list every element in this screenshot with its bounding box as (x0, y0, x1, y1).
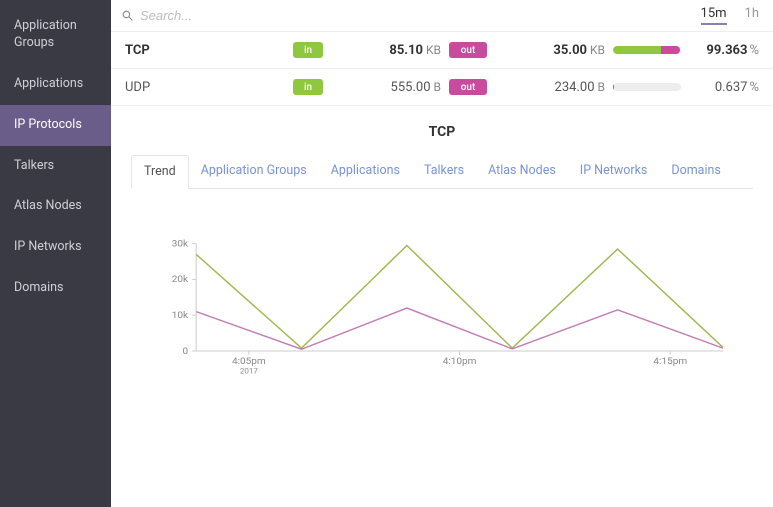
series-line-out (196, 308, 723, 349)
protocol-name: UDP (125, 80, 285, 95)
in-metric: 85.10KB (331, 43, 441, 58)
usage-bar (613, 46, 681, 54)
in-unit: KB (426, 43, 441, 57)
out-metric: 35.00KB (495, 43, 605, 58)
time-option-1h[interactable]: 1h (745, 6, 759, 25)
chart-tab-atlas-nodes[interactable]: Atlas Nodes (476, 155, 568, 189)
topbar: 15m 1h (111, 0, 773, 32)
pct-metric: 99.363% (689, 43, 759, 58)
chart-area: 0 10k 20k 30k 4:05pm 4:10pm 4:15pm 2017 (131, 189, 753, 389)
in-value: 555.00 (391, 80, 431, 95)
sidebar-item-app-groups[interactable]: Application Groups (0, 6, 111, 64)
sidebar-item-domains[interactable]: Domains (0, 268, 111, 309)
main: 15m1h TCPin85.10KBout35.00KB99.363%UDPin… (111, 0, 773, 507)
in-badge: in (293, 42, 323, 58)
out-metric: 234.00B (495, 80, 605, 95)
protocol-name: TCP (125, 43, 285, 58)
chart-tab-domains[interactable]: Domains (659, 155, 733, 189)
series-line-in (196, 245, 723, 348)
chart-tab-ip-networks[interactable]: IP Networks (568, 155, 660, 189)
pct-metric: 0.637% (689, 80, 759, 95)
sidebar-item-ip-networks[interactable]: IP Networks (0, 227, 111, 268)
pct-unit: % (749, 80, 759, 95)
pct-value: 99.363 (706, 43, 747, 58)
chart-tab-talkers[interactable]: Talkers (412, 155, 476, 189)
sidebar-item-label: IP Networks (14, 239, 82, 254)
protocol-row-udp[interactable]: UDPin555.00Bout234.00B0.637% (111, 69, 773, 106)
sidebar-item-label: Application Groups (14, 18, 77, 50)
app-root: Application GroupsApplicationsIP Protoco… (0, 0, 773, 507)
out-value: 234.00 (555, 80, 595, 95)
sidebar-item-label: Atlas Nodes (14, 198, 82, 213)
y-tick-label: 10k (172, 310, 188, 321)
chart-section: TCP TrendApplication GroupsApplicationsT… (111, 106, 773, 389)
y-tick-label: 20k (172, 275, 188, 286)
search-icon (121, 9, 134, 22)
y-tick-label: 0 (183, 346, 189, 357)
in-metric: 555.00B (331, 80, 441, 95)
sidebar-item-atlas-nodes[interactable]: Atlas Nodes (0, 186, 111, 227)
time-range: 15m 1h (701, 6, 759, 25)
protocol-table: TCPin85.10KBout35.00KB99.363%UDPin555.00… (111, 32, 773, 106)
pct-unit: % (749, 43, 759, 58)
x-tick-label: 4:15pm (653, 356, 687, 367)
in-unit: B (434, 80, 441, 94)
out-value: 35.00 (553, 43, 587, 58)
sidebar-item-talkers[interactable]: Talkers (0, 146, 111, 187)
out-unit: B (598, 80, 605, 94)
in-badge: in (293, 79, 323, 95)
chart-tab-trend[interactable]: Trend (131, 155, 189, 189)
sidebar: Application Groups Applications IP Protoco… (0, 0, 111, 507)
chart-tab-applications[interactable]: Applications (319, 155, 412, 189)
sidebar-item-label: Domains (14, 280, 64, 295)
search-wrap (121, 8, 693, 23)
x-tick-label: 4:10pm (443, 356, 477, 367)
sidebar-item-label: Applications (14, 76, 83, 91)
chart-title: TCP (131, 124, 753, 140)
x-sublabel: 2017 (240, 367, 259, 376)
sidebar-item-label: Talkers (14, 158, 54, 173)
x-tick-label: 4:05pm (232, 356, 266, 367)
pct-value: 0.637 (715, 80, 748, 95)
usage-bar (613, 83, 681, 91)
out-badge: out (449, 42, 487, 58)
time-option-15m[interactable]: 15m (701, 6, 727, 25)
chart-tab-app-groups[interactable]: Application Groups (189, 155, 319, 189)
trend-chart: 0 10k 20k 30k 4:05pm 4:10pm 4:15pm 2017 (141, 239, 743, 379)
y-tick-label: 30k (172, 239, 188, 249)
sidebar-item-label: IP Protocols (14, 117, 82, 132)
out-badge: out (449, 79, 487, 95)
sidebar-item-ip-protocols[interactable]: IP Protocols (0, 105, 111, 146)
out-unit: KB (590, 43, 605, 57)
search-input[interactable] (140, 8, 340, 23)
protocol-row-tcp[interactable]: TCPin85.10KBout35.00KB99.363% (111, 32, 773, 69)
in-value: 85.10 (389, 43, 423, 58)
chart-tabs: TrendApplication GroupsApplicationsTalke… (131, 154, 753, 189)
sidebar-item-applications[interactable]: Applications (0, 64, 111, 105)
